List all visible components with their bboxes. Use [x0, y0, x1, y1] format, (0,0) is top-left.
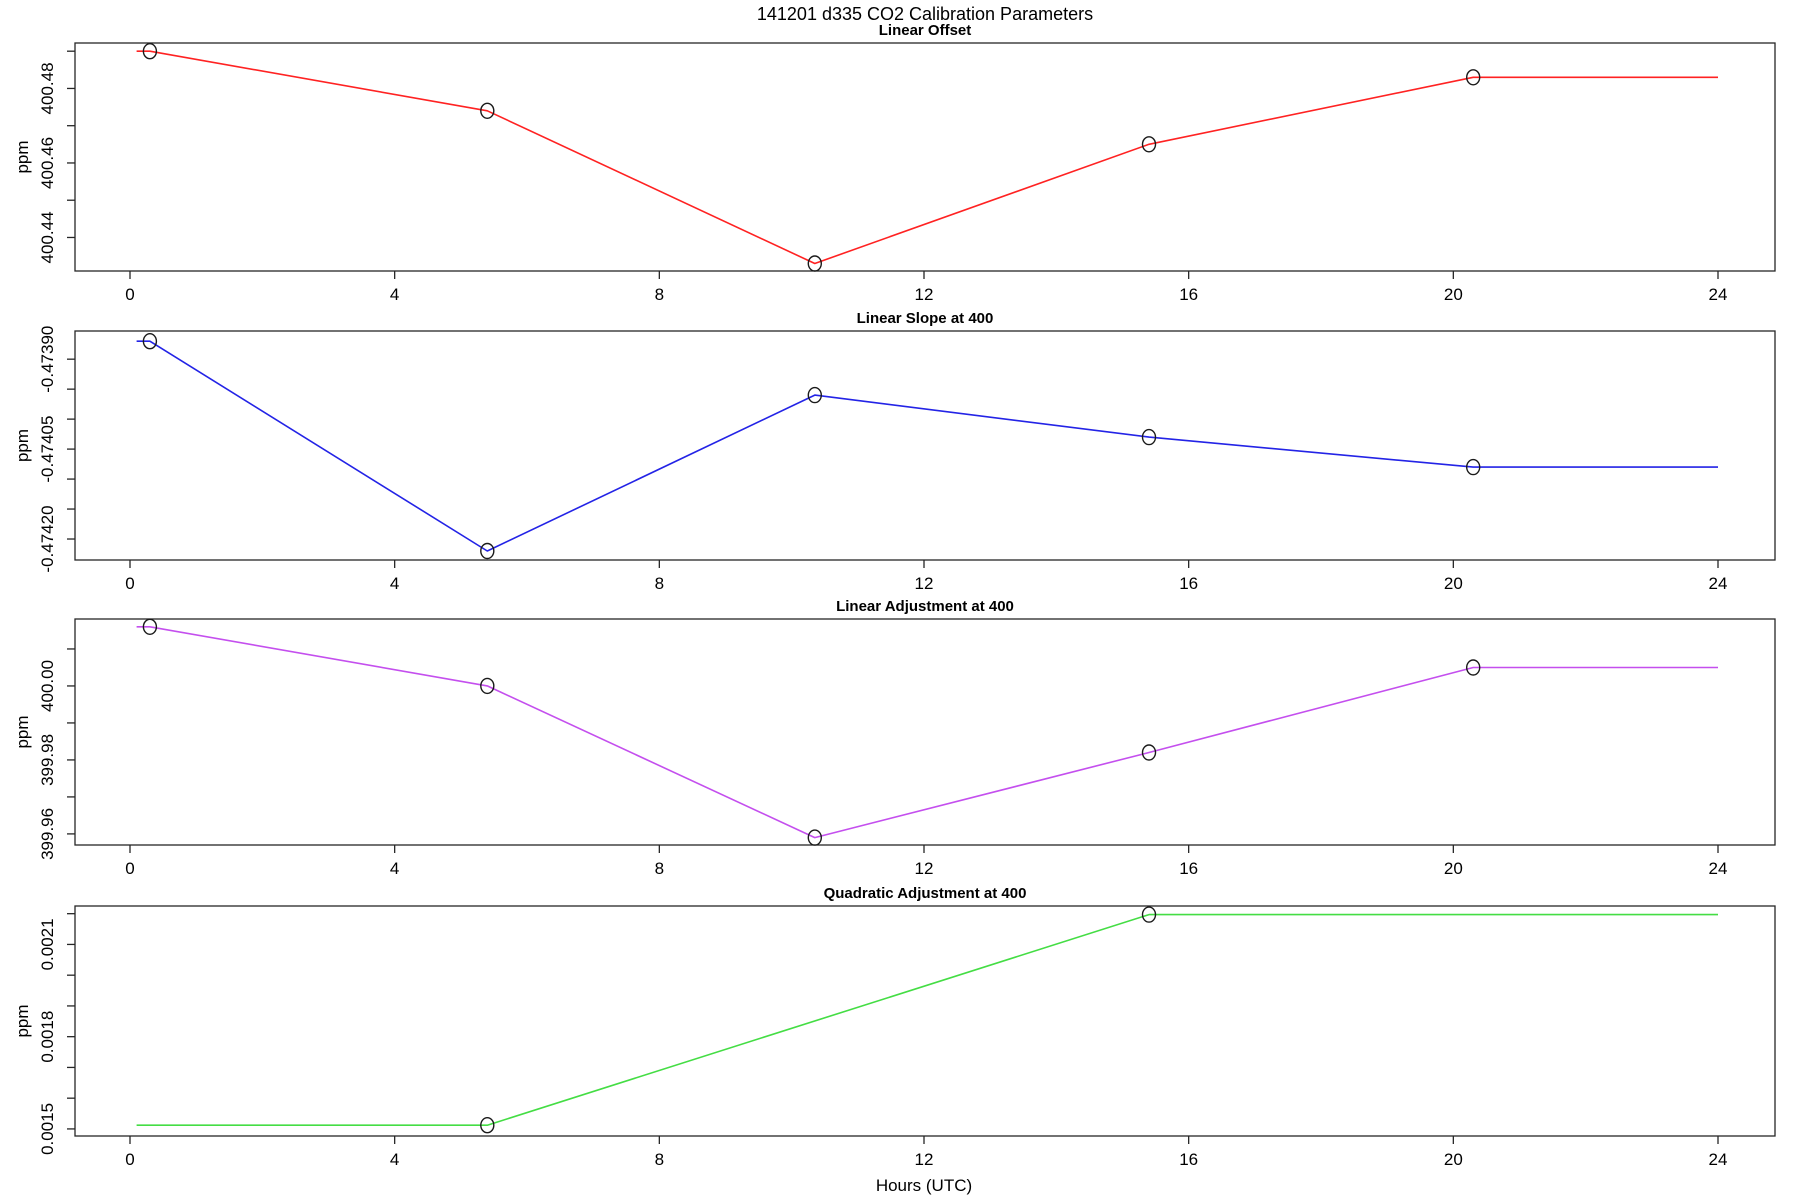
plot-box: [74, 618, 1776, 846]
x-axis-label-hours: Hours (UTC): [876, 1176, 972, 1195]
x-tick-label: 8: [655, 285, 664, 304]
data-point-marker: [480, 102, 495, 120]
plot-box: [74, 42, 1776, 272]
data-point-marker: [1465, 659, 1481, 676]
panel-1: Linear Offset 400.44 400.46 400.48 0 4 8 12 16 20…: [13, 22, 1776, 304]
main-title: 141201 d335 CO2 Calibration Parameters: [757, 4, 1093, 24]
x-tick-label: 16: [1179, 574, 1198, 593]
y-tick-label: -0.47390: [38, 326, 57, 393]
x-tick-label: 16: [1179, 1150, 1198, 1169]
panel-2: Linear Slope at 400 -0.47420 -0.47405 -0.47…: [13, 310, 1776, 593]
panel-3: Linear Adjustment at 400 399.96 399.98 400.…: [13, 598, 1776, 878]
data-point-marker: [142, 43, 158, 60]
series-line: [136, 50, 1718, 265]
data-point-marker: [1141, 428, 1157, 446]
x-tick-label: 24: [1709, 1150, 1728, 1169]
data-point-marker: [1141, 136, 1157, 153]
x-tick-label: 4: [390, 1150, 399, 1169]
data-point-marker: [1465, 458, 1481, 476]
panel-4: Quadratic Adjustment at 400 0.0015 0.0018 0…: [13, 885, 1776, 1169]
series-line: [136, 340, 1718, 552]
x-tick-label: 16: [1179, 285, 1198, 304]
x-tick-label: 0: [125, 285, 134, 304]
panels-group: Linear Offset 400.44 400.46 400.48 0 4 8 12 16 20…: [13, 22, 1776, 1169]
data-point-marker: [480, 1116, 495, 1134]
y-tick-label: 399.98: [38, 734, 57, 786]
x-tick-label: 12: [915, 285, 934, 304]
y-tick-label: 0.0018: [38, 1011, 57, 1063]
data-point-marker: [142, 333, 158, 350]
y-axis-label-ppm: ppm: [13, 140, 32, 173]
series-line: [136, 625, 1718, 839]
y-tick-label: 400.00: [38, 660, 57, 712]
x-tick-label: 12: [915, 1150, 934, 1169]
x-tick-label: 20: [1444, 574, 1463, 593]
plot-box: [74, 905, 1776, 1137]
x-tick-label: 16: [1179, 859, 1198, 878]
data-point-marker: [1141, 906, 1157, 923]
x-tick-label: 0: [125, 1150, 134, 1169]
y-tick-label: -0.47420: [38, 505, 57, 572]
x-tick-label: 0: [125, 574, 134, 593]
x-tick-label: 8: [655, 859, 664, 878]
x-tick-label: 24: [1709, 859, 1728, 878]
x-tick-label: 8: [655, 1150, 664, 1169]
data-point-marker: [807, 386, 822, 404]
x-tick-label: 4: [390, 859, 399, 878]
panel-title: Linear Offset: [879, 22, 972, 39]
x-tick-label: 0: [125, 859, 134, 878]
data-point-marker: [480, 542, 495, 560]
y-tick-label: 0.0021: [38, 918, 57, 970]
y-axis-label-ppm: ppm: [13, 429, 32, 462]
plot-box: [74, 330, 1776, 561]
data-point-marker: [807, 829, 822, 846]
x-tick-label: 12: [915, 859, 934, 878]
data-point-marker: [1465, 69, 1481, 86]
x-tick-label: 12: [915, 574, 934, 593]
x-tick-label: 4: [390, 574, 399, 593]
x-tick-label: 20: [1444, 859, 1463, 878]
y-tick-label: 400.46: [38, 137, 57, 189]
y-tick-label: 399.96: [38, 808, 57, 860]
panel-title: Quadratic Adjustment at 400: [824, 885, 1027, 902]
x-tick-label: 20: [1444, 1150, 1463, 1169]
y-axis-label-ppm: ppm: [13, 1004, 32, 1037]
panel-title: Linear Adjustment at 400: [836, 598, 1014, 615]
series-line: [136, 913, 1718, 1126]
y-tick-label: 400.44: [38, 211, 57, 263]
data-point-marker: [1141, 744, 1157, 761]
x-tick-label: 8: [655, 574, 664, 593]
x-tick-label: 4: [390, 285, 399, 304]
x-tick-label: 24: [1709, 574, 1728, 593]
data-point-marker: [807, 255, 822, 272]
y-tick-label: 400.48: [38, 62, 57, 114]
y-tick-label: -0.47405: [38, 416, 57, 483]
panel-title: Linear Slope at 400: [857, 310, 994, 327]
data-point-marker: [480, 677, 495, 695]
y-tick-label: 0.0015: [38, 1103, 57, 1155]
data-point-marker: [142, 618, 158, 635]
y-axis-label-ppm: ppm: [13, 715, 32, 748]
x-tick-label: 20: [1444, 285, 1463, 304]
x-tick-label: 24: [1709, 285, 1728, 304]
